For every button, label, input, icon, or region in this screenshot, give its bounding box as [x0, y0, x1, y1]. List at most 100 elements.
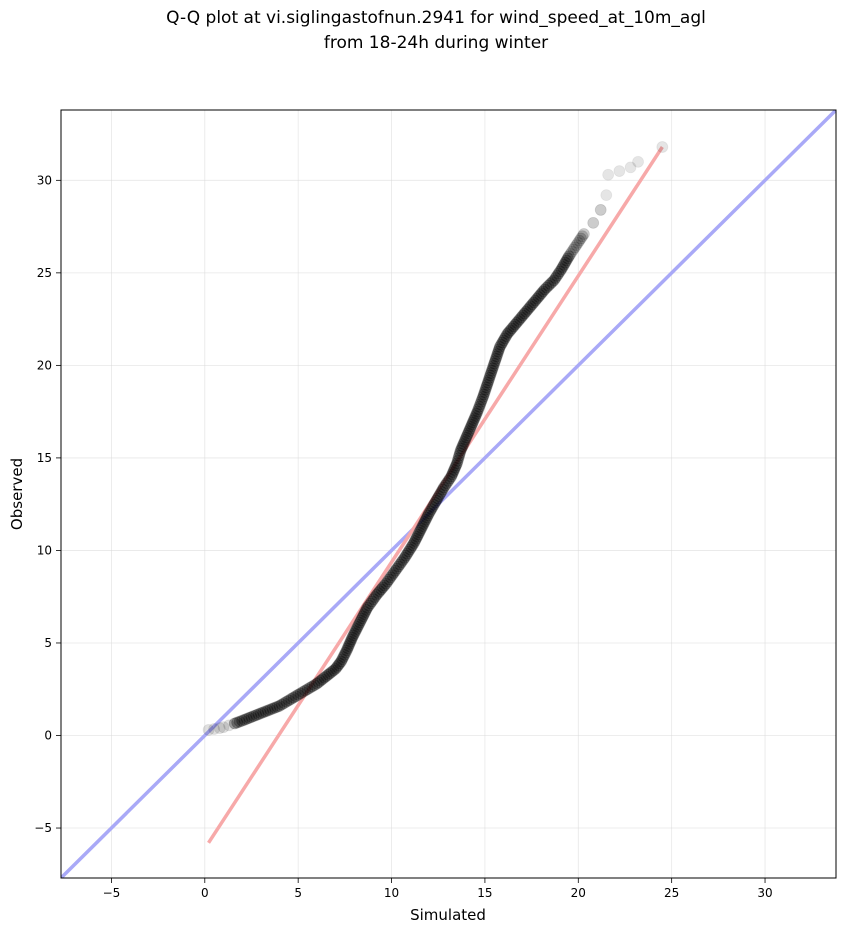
- qq-point: [266, 702, 279, 715]
- qq-point: [416, 520, 429, 533]
- qq-point: [424, 505, 437, 518]
- qq-point: [516, 309, 529, 322]
- qq-point: [223, 719, 235, 732]
- x-tick-label: 20: [571, 886, 586, 900]
- qq-point: [548, 274, 560, 287]
- qq-point: [332, 659, 345, 672]
- qq-point: [351, 620, 364, 633]
- qq-point: [395, 556, 408, 569]
- qq-point: [413, 526, 426, 539]
- qq-point: [474, 398, 487, 411]
- qq-point: [357, 610, 369, 623]
- qq-point: [613, 165, 626, 177]
- qq-point: [475, 395, 488, 408]
- qq-point: [233, 715, 246, 728]
- qq-point: [459, 433, 472, 446]
- qq-point: [213, 722, 226, 735]
- identity-line: [61, 110, 836, 878]
- qq-point: [530, 292, 543, 305]
- qq-point: [432, 490, 445, 503]
- qq-point: [587, 216, 600, 229]
- qq-point: [453, 449, 466, 462]
- qq-point: [656, 141, 669, 154]
- qq-point: [418, 515, 431, 528]
- qq-point: [489, 352, 502, 365]
- qq-point: [426, 501, 439, 513]
- qq-point: [341, 642, 354, 655]
- qq-point: [600, 189, 613, 202]
- qq-point: [497, 334, 510, 347]
- qq-point: [558, 258, 570, 271]
- qq-point: [294, 687, 307, 700]
- qq-point: [228, 717, 241, 730]
- qq-point: [572, 236, 584, 249]
- qq-point: [259, 705, 272, 718]
- qq-point: [512, 315, 525, 327]
- qq-point: [202, 724, 215, 736]
- x-tick-label: 25: [664, 886, 679, 900]
- qq-point: [461, 429, 474, 442]
- qq-point: [527, 296, 540, 309]
- qq-point: [345, 633, 358, 646]
- qq-point: [384, 571, 397, 584]
- qq-point: [471, 405, 484, 418]
- qq-point: [520, 305, 532, 318]
- qq-point: [306, 680, 319, 693]
- fit-line: [207, 146, 664, 844]
- qq-point: [405, 541, 418, 554]
- qq-point: [477, 390, 489, 403]
- qq-point: [308, 679, 321, 691]
- qq-point: [271, 700, 284, 713]
- qq-point: [487, 360, 500, 372]
- qq-point: [466, 416, 479, 429]
- qq-point: [425, 503, 438, 516]
- qq-point: [521, 303, 534, 316]
- qq-point: [551, 269, 563, 282]
- qq-point: [493, 340, 506, 353]
- qq-point: [380, 577, 392, 590]
- qq-point: [529, 294, 542, 307]
- qq-point: [408, 537, 420, 549]
- chart-title-line-1: Q-Q plot at vi.siglingastofnun.2941 for …: [166, 8, 706, 28]
- qq-point: [327, 664, 340, 677]
- qq-point: [340, 644, 353, 657]
- qq-point: [421, 509, 434, 522]
- qq-point: [577, 228, 590, 240]
- grid: [61, 110, 836, 878]
- y-tick-label: 15: [37, 451, 52, 465]
- qq-point: [348, 627, 361, 640]
- chart-title-line-2: from 18-24h during winter: [324, 33, 548, 53]
- qq-point: [292, 688, 305, 701]
- qq-point: [546, 276, 559, 289]
- qq-point: [524, 300, 537, 313]
- qq-point: [400, 549, 412, 562]
- qq-point: [484, 369, 497, 382]
- qq-point: [339, 646, 352, 659]
- qq-point: [314, 674, 327, 687]
- qq-point: [273, 699, 286, 712]
- qq-point: [375, 583, 388, 596]
- qq-point: [504, 324, 517, 337]
- qq-point: [343, 637, 356, 650]
- qq-point: [523, 302, 536, 314]
- qq-point: [498, 332, 511, 345]
- x-tick-label: 5: [294, 886, 302, 900]
- qq-point: [390, 562, 403, 575]
- qq-point: [447, 466, 460, 479]
- qq-point: [480, 381, 493, 394]
- qq-point: [247, 710, 260, 722]
- qq-point: [566, 245, 578, 258]
- qq-point: [411, 530, 424, 543]
- qq-point: [336, 653, 349, 666]
- qq-point: [353, 616, 366, 629]
- qq-point: [564, 248, 577, 260]
- qq-point: [570, 239, 583, 251]
- qq-point: [278, 697, 291, 710]
- qq-point: [250, 709, 263, 722]
- qq-point: [346, 631, 359, 644]
- qq-point: [563, 250, 575, 263]
- qq-point: [554, 265, 566, 278]
- qq-point: [465, 418, 478, 431]
- qq-point: [555, 263, 568, 276]
- qq-point: [451, 454, 464, 467]
